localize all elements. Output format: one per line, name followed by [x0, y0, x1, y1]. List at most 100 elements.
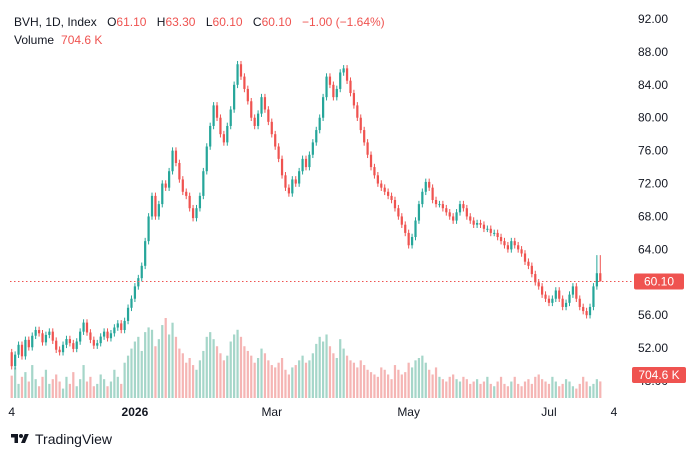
symbol-label: BVH, 1D, Index: [14, 15, 97, 29]
volume-bar: [253, 362, 256, 398]
volume-bar: [195, 369, 198, 398]
volume-bars: [10, 318, 602, 398]
volume-bar: [140, 350, 143, 398]
candle: [17, 341, 20, 358]
candle: [267, 106, 270, 126]
candle-body: [298, 171, 301, 184]
candle-body: [120, 323, 123, 330]
candle-body: [325, 76, 328, 98]
candle: [325, 73, 328, 101]
y-axis-tick-label: 76.00: [638, 144, 668, 158]
candle: [174, 147, 178, 167]
candle: [253, 114, 256, 130]
candle-body: [424, 181, 427, 192]
candle: [486, 225, 489, 233]
candle-body: [205, 146, 208, 172]
volume-bar: [130, 348, 133, 398]
y-axis-tick-label: 92.00: [638, 12, 668, 26]
candle-body: [499, 237, 503, 242]
candle: [212, 102, 215, 130]
volume-bar: [24, 372, 27, 398]
volume-bar: [188, 358, 191, 398]
volume-bar: [578, 383, 581, 398]
volume-bar: [284, 369, 287, 398]
candle: [410, 233, 414, 249]
candle: [421, 188, 424, 208]
candle: [582, 303, 585, 315]
candle-body: [55, 340, 58, 350]
volume-bar: [79, 379, 82, 398]
volume-bar: [226, 355, 229, 398]
candle: [48, 328, 51, 339]
candle: [315, 126, 318, 146]
close-label: C: [252, 15, 262, 29]
candle: [178, 159, 181, 183]
candle: [277, 143, 280, 163]
candle: [41, 329, 44, 346]
candle-body: [17, 344, 20, 355]
open-value: 61.10: [116, 15, 147, 29]
volume-bar: [503, 383, 506, 398]
volume-bar: [458, 381, 462, 398]
volume-bar: [558, 386, 561, 398]
candle-body: [561, 298, 564, 307]
candle-body: [469, 216, 472, 221]
candle: [352, 89, 356, 109]
volume-bar: [479, 383, 482, 398]
x-axis-tick-label: Jul: [541, 405, 556, 419]
candle-body: [571, 286, 575, 295]
candle: [144, 237, 147, 270]
volume-bar: [390, 379, 393, 398]
candle: [308, 151, 311, 171]
volume-bar: [455, 379, 458, 398]
candle-body: [527, 261, 530, 266]
volume-bar: [585, 381, 588, 398]
candle-body: [387, 191, 390, 196]
candle-body: [582, 306, 585, 312]
candle-body: [212, 105, 215, 126]
candle-body: [400, 216, 403, 225]
candle: [304, 155, 308, 171]
candle: [564, 299, 568, 311]
candle: [335, 85, 338, 101]
candle-body: [130, 298, 133, 308]
chart-legend: BVH, 1D, Index O61.10 H63.30 L60.10 C60.…: [14, 13, 385, 49]
candle-body: [246, 88, 249, 102]
volume-bar: [161, 325, 164, 398]
candle-body: [274, 134, 277, 147]
tradingview-label: TradingView: [35, 431, 113, 447]
candle-body: [291, 179, 294, 194]
candle-body: [14, 354, 17, 367]
low-value: 60.10: [212, 15, 243, 29]
volume-bar: [61, 388, 65, 398]
volume-bar: [499, 376, 503, 398]
volume-bar: [280, 358, 284, 398]
volume-bar: [475, 379, 479, 398]
tradingview-branding[interactable]: TradingView: [10, 431, 112, 447]
candle-body: [475, 223, 479, 225]
candle: [188, 192, 191, 212]
candle: [161, 180, 164, 208]
candle: [506, 241, 510, 253]
volume-bar: [274, 367, 277, 398]
candle-body: [510, 241, 513, 250]
volume-bar: [20, 376, 24, 398]
candle-body: [575, 286, 578, 299]
volume-bar: [164, 318, 167, 398]
candle: [99, 333, 102, 347]
candle-body: [92, 339, 95, 346]
candlestick-chart[interactable]: 92.00 88.00 84.00 80.00 76.00 72.00 68.00 64.00…: [0, 0, 700, 420]
candle-body: [113, 327, 116, 334]
candle-body: [154, 195, 157, 217]
candle-body: [82, 322, 85, 332]
volume-bar: [236, 329, 239, 398]
candle-body: [144, 241, 147, 266]
candle-body: [332, 84, 335, 98]
volume-bar: [99, 374, 102, 398]
candle: [113, 324, 116, 337]
volume-bar: [113, 369, 116, 398]
candle-body: [243, 76, 246, 89]
candle: [578, 295, 581, 311]
volume-tag-label: 704.6 K: [638, 368, 679, 382]
candle: [191, 204, 195, 222]
